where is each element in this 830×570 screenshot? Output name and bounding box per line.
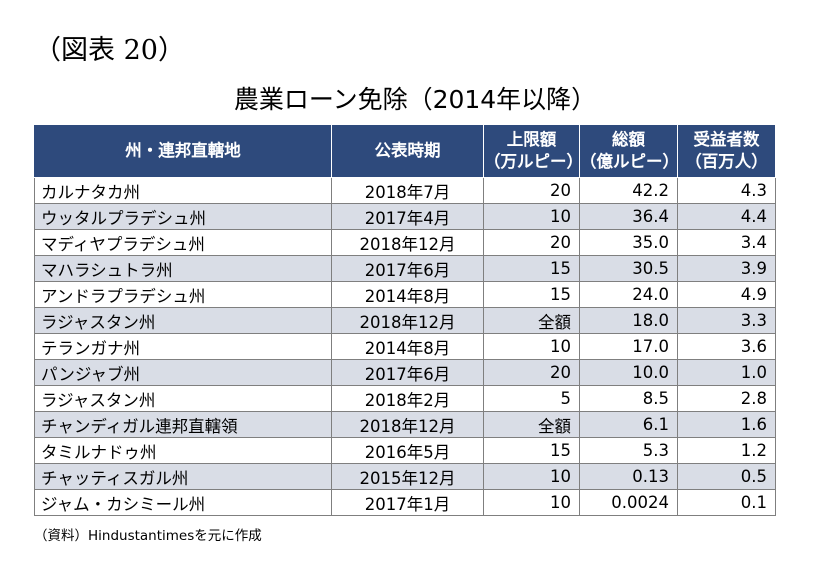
- beneficiaries-cell: 3.6: [677, 333, 776, 360]
- date-cell: 2018年12月: [331, 307, 484, 334]
- table-row: マディヤプラデシュ州 2018年12月 20 35.0 3.4: [34, 229, 776, 256]
- total-cell: 0.0024: [579, 489, 678, 516]
- date-cell: 2018年7月: [331, 177, 484, 204]
- loan-waiver-table: 州・連邦直轄地 公表時期 上限額 （万ルピー） 総額 （億ルピー） 受益者数 （百万人…: [34, 124, 776, 516]
- state-cell: マディヤプラデシュ州: [34, 229, 332, 256]
- table-row: ジャム・カシミール州 2017年1月 10 0.0024 0.1: [34, 489, 776, 516]
- table-row: ラジャスタン州 2018年12月 全額 18.0 3.3: [34, 307, 776, 334]
- header-announced: 公表時期: [331, 124, 484, 178]
- total-cell: 8.5: [579, 385, 678, 412]
- cap-cell: 15: [483, 437, 580, 464]
- table-row: ウッタルプラデシュ州 2017年4月 10 36.4 4.4: [34, 203, 776, 230]
- cap-cell: 20: [483, 229, 580, 256]
- table-row: タミルナドゥ州 2016年5月 15 5.3 1.2: [34, 437, 776, 464]
- date-cell: 2015年12月: [331, 463, 484, 490]
- cap-cell: 10: [483, 463, 580, 490]
- table-row: ラジャスタン州 2018年2月 5 8.5 2.8: [34, 385, 776, 412]
- total-cell: 6.1: [579, 411, 678, 438]
- cap-cell: 15: [483, 281, 580, 308]
- table-row: チャンディガル連邦直轄領 2018年12月 全額 6.1 1.6: [34, 411, 776, 438]
- total-cell: 17.0: [579, 333, 678, 360]
- cap-cell: 10: [483, 489, 580, 516]
- date-cell: 2017年1月: [331, 489, 484, 516]
- table-row: カルナタカ州 2018年7月 20 42.2 4.3: [34, 177, 776, 204]
- source-note: （資料）Hindustantimesを元に作成: [34, 528, 262, 544]
- cap-cell: 20: [483, 359, 580, 386]
- table-row: マハラシュトラ州 2017年6月 15 30.5 3.9: [34, 255, 776, 282]
- table-row: パンジャブ州 2017年6月 20 10.0 1.0: [34, 359, 776, 386]
- state-cell: ウッタルプラデシュ州: [34, 203, 332, 230]
- beneficiaries-cell: 3.4: [677, 229, 776, 256]
- date-cell: 2018年2月: [331, 385, 484, 412]
- header-beneficiaries: 受益者数 （百万人）: [677, 124, 776, 178]
- beneficiaries-cell: 2.8: [677, 385, 776, 412]
- cap-cell: 10: [483, 203, 580, 230]
- beneficiaries-cell: 1.2: [677, 437, 776, 464]
- state-cell: ラジャスタン州: [34, 307, 332, 334]
- cap-cell: 10: [483, 333, 580, 360]
- state-cell: ジャム・カシミール州: [34, 489, 332, 516]
- state-cell: チャンディガル連邦直轄領: [34, 411, 332, 438]
- date-cell: 2017年6月: [331, 255, 484, 282]
- cap-cell: 全額: [483, 307, 580, 334]
- header-cap: 上限額 （万ルピー）: [483, 124, 583, 178]
- state-cell: カルナタカ州: [34, 177, 332, 204]
- date-cell: 2018年12月: [331, 229, 484, 256]
- state-cell: チャッティスガル州: [34, 463, 332, 490]
- state-cell: ラジャスタン州: [34, 385, 332, 412]
- date-cell: 2014年8月: [331, 333, 484, 360]
- total-cell: 36.4: [579, 203, 678, 230]
- cap-cell: 5: [483, 385, 580, 412]
- header-total: 総額 （億ルピー）: [579, 124, 679, 178]
- date-cell: 2017年6月: [331, 359, 484, 386]
- header-row: 州・連邦直轄地 公表時期 上限額 （万ルピー） 総額 （億ルピー） 受益者数 （百万人…: [34, 124, 776, 178]
- state-cell: パンジャブ州: [34, 359, 332, 386]
- total-cell: 24.0: [579, 281, 678, 308]
- total-cell: 10.0: [579, 359, 678, 386]
- date-cell: 2014年8月: [331, 281, 484, 308]
- beneficiaries-cell: 3.9: [677, 255, 776, 282]
- state-cell: マハラシュトラ州: [34, 255, 332, 282]
- beneficiaries-cell: 4.3: [677, 177, 776, 204]
- total-cell: 35.0: [579, 229, 678, 256]
- date-cell: 2017年4月: [331, 203, 484, 230]
- total-cell: 5.3: [579, 437, 678, 464]
- state-cell: タミルナドゥ州: [34, 437, 332, 464]
- total-cell: 18.0: [579, 307, 678, 334]
- table-row: テランガナ州 2014年8月 10 17.0 3.6: [34, 333, 776, 360]
- beneficiaries-cell: 4.9: [677, 281, 776, 308]
- total-cell: 0.13: [579, 463, 678, 490]
- total-cell: 30.5: [579, 255, 678, 282]
- beneficiaries-cell: 1.0: [677, 359, 776, 386]
- beneficiaries-cell: 0.5: [677, 463, 776, 490]
- date-cell: 2018年12月: [331, 411, 484, 438]
- cap-cell: 全額: [483, 411, 580, 438]
- state-cell: アンドラプラデシュ州: [34, 281, 332, 308]
- beneficiaries-cell: 0.1: [677, 489, 776, 516]
- total-cell: 42.2: [579, 177, 678, 204]
- header-state: 州・連邦直轄地: [34, 124, 332, 178]
- table-row: チャッティスガル州 2015年12月 10 0.13 0.5: [34, 463, 776, 490]
- state-cell: テランガナ州: [34, 333, 332, 360]
- beneficiaries-cell: 1.6: [677, 411, 776, 438]
- table-row: アンドラプラデシュ州 2014年8月 15 24.0 4.9: [34, 281, 776, 308]
- table-title: 農業ローン免除（2014年以降）: [233, 85, 597, 114]
- beneficiaries-cell: 3.3: [677, 307, 776, 334]
- cap-cell: 15: [483, 255, 580, 282]
- date-cell: 2016年5月: [331, 437, 484, 464]
- figure-label: （図表 20）: [34, 35, 185, 66]
- cap-cell: 20: [483, 177, 580, 204]
- beneficiaries-cell: 4.4: [677, 203, 776, 230]
